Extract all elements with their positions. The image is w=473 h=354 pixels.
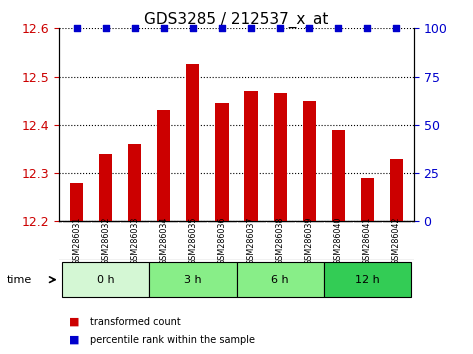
Text: time: time [7,275,32,285]
Point [364,25,371,31]
Bar [245,91,258,221]
Text: GSM286035: GSM286035 [188,216,197,265]
Bar [70,183,83,221]
Text: GSM286033: GSM286033 [130,217,139,265]
Text: GSM286031: GSM286031 [72,217,81,265]
Bar [157,110,170,221]
Text: 3 h: 3 h [184,275,201,285]
Text: GSM286036: GSM286036 [218,217,227,265]
Bar [62,262,149,297]
Point [247,25,255,31]
Text: GSM286039: GSM286039 [305,216,314,265]
Point [276,25,284,31]
Point [102,25,109,31]
Bar [128,144,141,221]
Text: GSM286032: GSM286032 [101,216,110,265]
Bar [236,262,324,297]
Bar [99,154,112,221]
Point [160,25,167,31]
Bar [361,178,374,221]
Bar [186,64,200,221]
Point [189,25,197,31]
Bar [390,159,403,221]
Point [73,25,80,31]
Point [334,25,342,31]
Bar [324,262,411,297]
Text: ■: ■ [69,317,79,327]
Bar [273,93,287,221]
Text: GSM286041: GSM286041 [363,217,372,265]
Text: GSM286037: GSM286037 [246,216,255,265]
Text: GSM286042: GSM286042 [392,216,401,265]
Text: 6 h: 6 h [272,275,289,285]
Text: GSM286040: GSM286040 [334,217,343,265]
Point [131,25,139,31]
Bar [303,101,316,221]
Point [218,25,226,31]
Text: GSM286034: GSM286034 [159,217,168,265]
Text: ■: ■ [69,335,79,345]
Text: percentile rank within the sample: percentile rank within the sample [90,335,255,345]
Title: GDS3285 / 212537_x_at: GDS3285 / 212537_x_at [144,12,329,28]
Point [393,25,400,31]
Text: 12 h: 12 h [355,275,380,285]
Text: transformed count: transformed count [90,317,181,327]
Bar [149,262,236,297]
Point [306,25,313,31]
Bar [215,103,228,221]
Text: 0 h: 0 h [97,275,114,285]
Bar [332,130,345,221]
Text: GSM286038: GSM286038 [276,217,285,265]
